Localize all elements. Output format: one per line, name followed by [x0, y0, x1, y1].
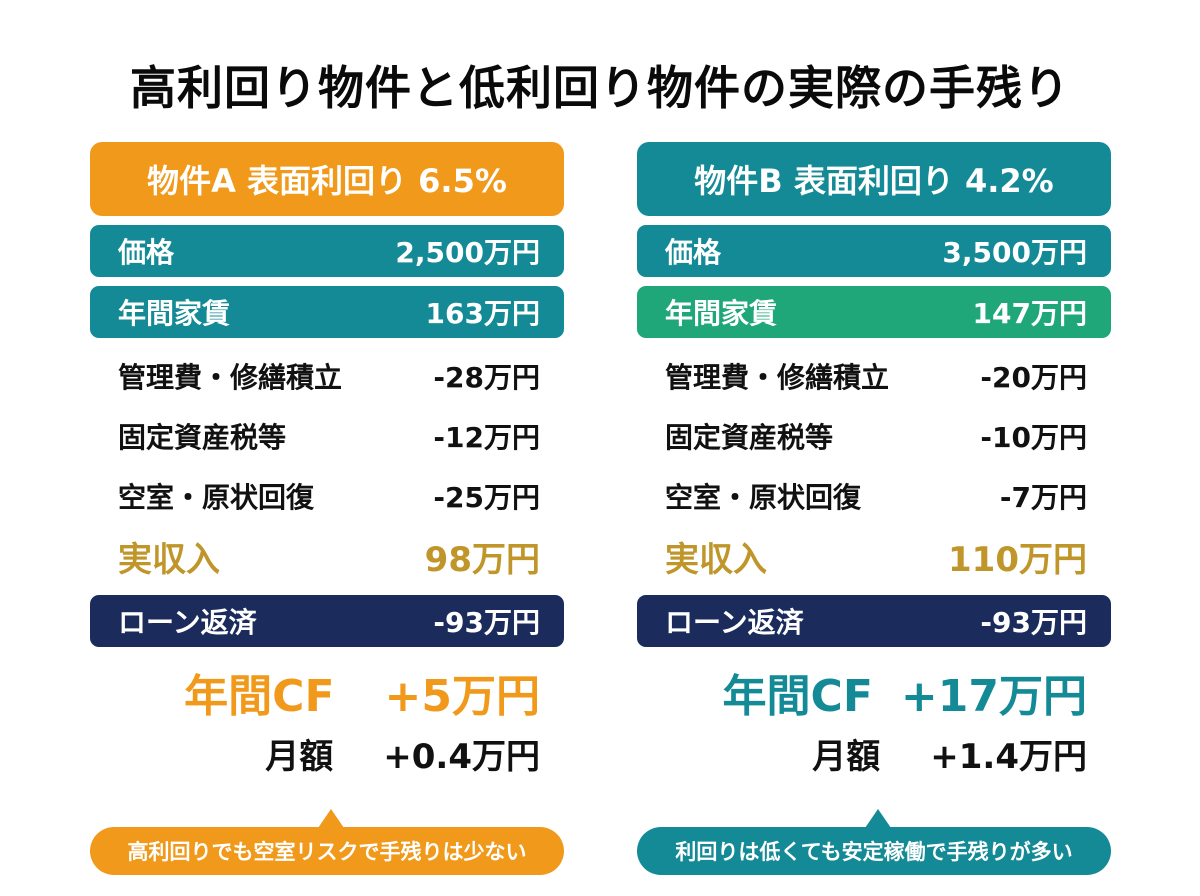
net-income-value: 98万円 — [424, 539, 540, 580]
annual-cf-row: 年間CF +17万円 — [637, 661, 1111, 723]
monthly-value: +0.4万円 — [383, 736, 540, 777]
rent-value: 147万円 — [972, 297, 1087, 330]
net-income-label: 実収入 — [665, 539, 767, 580]
rent-label: 年間家賃 — [665, 297, 778, 330]
vacancy-row: 空室・原状回復 -7万円 — [637, 466, 1111, 526]
vacancy-row: 空室・原状回復 -25万円 — [90, 466, 564, 526]
callout-bubble: 利回りは低くても安定稼働で手残りが多い — [637, 809, 1111, 875]
vacancy-value: -25万円 — [433, 481, 540, 514]
management-label: 管理費・修繕積立 — [665, 361, 890, 394]
management-row: 管理費・修繕積立 -28万円 — [90, 346, 564, 406]
page-title: 高利回り物件と低利回り物件の実際の手残り — [130, 61, 1070, 115]
rent-label: 年間家賃 — [118, 297, 231, 330]
callout-text: 高利回りでも空室リスクで手残りは少ない — [127, 840, 527, 864]
property-a-column: 物件A 表面利回り 6.5% 価格 2,500万円 年間家賃 163万円 管理費… — [90, 142, 564, 875]
monthly-row: 月額 +1.4万円 — [637, 725, 1111, 781]
net-income-label: 実収入 — [118, 539, 220, 580]
loan-label: ローン返済 — [665, 606, 804, 639]
price-row: 価格 3,500万円 — [637, 225, 1111, 277]
management-value: -20万円 — [980, 361, 1087, 394]
tax-row: 固定資産税等 -12万円 — [90, 406, 564, 466]
tax-label: 固定資産税等 — [118, 421, 287, 454]
monthly-label: 月額 — [812, 736, 881, 777]
monthly-value: +1.4万円 — [930, 736, 1087, 777]
annual-cf-value: +17万円 — [900, 671, 1087, 722]
annual-cf-label: 年間CF — [722, 671, 873, 722]
net-income-row: 実収入 110万円 — [637, 526, 1111, 586]
tax-value: -12万円 — [433, 421, 540, 454]
callout-tail-icon — [318, 809, 344, 828]
loan-value: -93万円 — [433, 606, 540, 639]
net-income-row: 実収入 98万円 — [90, 526, 564, 586]
net-income-value: 110万円 — [948, 539, 1087, 580]
price-value: 3,500万円 — [942, 236, 1087, 269]
property-b-column: 物件B 表面利回り 4.2% 価格 3,500万円 年間家賃 147万円 管理費… — [637, 142, 1111, 875]
price-row: 価格 2,500万円 — [90, 225, 564, 277]
annual-cf-row: 年間CF +5万円 — [90, 661, 564, 723]
management-label: 管理費・修繕積立 — [118, 361, 343, 394]
annual-cf-value: +5万円 — [384, 671, 540, 722]
price-label: 価格 — [118, 236, 175, 269]
callout-text: 利回りは低くても安定稼働で手残りが多い — [675, 840, 1073, 864]
price-label: 価格 — [665, 236, 722, 269]
tax-label: 固定資産税等 — [665, 421, 834, 454]
rent-row: 年間家賃 147万円 — [637, 286, 1111, 338]
loan-label: ローン返済 — [118, 606, 257, 639]
tax-value: -10万円 — [980, 421, 1087, 454]
tax-row: 固定資産税等 -10万円 — [637, 406, 1111, 466]
price-value: 2,500万円 — [395, 236, 540, 269]
monthly-row: 月額 +0.4万円 — [90, 725, 564, 781]
vacancy-label: 空室・原状回復 — [118, 481, 315, 514]
vacancy-label: 空室・原状回復 — [665, 481, 862, 514]
property-b-header: 物件B 表面利回り 4.2% — [637, 142, 1111, 216]
management-row: 管理費・修繕積立 -20万円 — [637, 346, 1111, 406]
loan-value: -93万円 — [980, 606, 1087, 639]
rent-row: 年間家賃 163万円 — [90, 286, 564, 338]
annual-cf-label: 年間CF — [184, 671, 335, 722]
rent-value: 163万円 — [425, 297, 540, 330]
callout-bubble: 高利回りでも空室リスクで手残りは少ない — [90, 809, 564, 875]
vacancy-value: -7万円 — [999, 481, 1087, 514]
monthly-label: 月額 — [265, 736, 334, 777]
management-value: -28万円 — [433, 361, 540, 394]
loan-row: ローン返済 -93万円 — [90, 595, 564, 647]
callout-tail-icon — [865, 809, 891, 828]
property-a-header: 物件A 表面利回り 6.5% — [90, 142, 564, 216]
loan-row: ローン返済 -93万円 — [637, 595, 1111, 647]
